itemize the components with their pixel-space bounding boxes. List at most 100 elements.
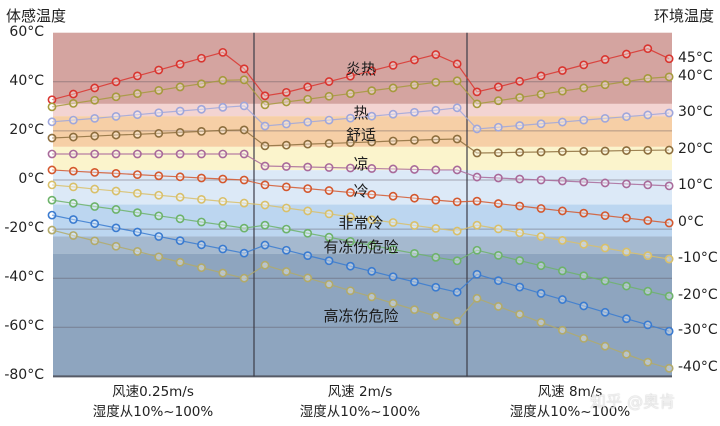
data-point (536, 119, 546, 129)
data-point (111, 112, 121, 121)
data-point (239, 125, 249, 135)
data-point (281, 119, 291, 129)
data-point (367, 164, 377, 173)
data-point (472, 293, 482, 303)
data-point (664, 145, 674, 155)
data-point (281, 182, 291, 192)
data-point (410, 305, 419, 315)
data-point (175, 82, 185, 92)
data-point (452, 134, 462, 144)
data-point (68, 198, 78, 208)
data-point (345, 89, 355, 98)
data-point (111, 92, 121, 102)
data-point (472, 220, 482, 230)
data-point (579, 301, 589, 311)
data-point (643, 110, 653, 120)
data-point (536, 204, 546, 213)
left-tick-label: -80°C (4, 367, 44, 384)
left-tick-label: -40°C (4, 269, 44, 286)
data-point (154, 190, 164, 200)
right-tick-label: 10°C (678, 176, 713, 193)
data-point (515, 147, 525, 157)
data-point (410, 277, 419, 287)
category-label: 风速0.25m/s 湿度从10%~100% (92, 384, 214, 420)
data-point (664, 108, 674, 118)
data-point (111, 168, 121, 178)
data-point (622, 247, 631, 257)
data-point (303, 94, 313, 104)
data-point (600, 80, 610, 90)
data-point (239, 75, 249, 85)
right-tick-label: -20°C (678, 287, 718, 304)
data-point (239, 64, 249, 74)
data-point (324, 232, 334, 242)
data-point (536, 147, 546, 157)
data-point (260, 260, 270, 270)
data-point (600, 178, 610, 188)
data-point (68, 115, 78, 125)
right-axis-title: 环境温度 (653, 7, 714, 25)
left-tick-label: 0°C (18, 171, 44, 187)
data-point (431, 195, 441, 205)
data-point (90, 167, 100, 177)
data-point (452, 256, 462, 266)
left-tick-label: 60°C (9, 23, 44, 40)
data-point (622, 49, 631, 59)
data-point (472, 87, 482, 97)
data-point (218, 220, 228, 230)
data-point (643, 73, 653, 83)
data-point (47, 180, 57, 190)
left-tick-label: -60°C (4, 318, 44, 335)
right-tick-label: 40°C (678, 67, 713, 84)
data-point (345, 163, 355, 173)
data-point (303, 206, 313, 216)
data-point (132, 227, 142, 237)
data-point (431, 282, 441, 292)
data-point (218, 126, 228, 135)
zone-label: 凉 (353, 155, 369, 173)
data-point (345, 261, 355, 271)
data-point (68, 89, 78, 99)
data-point (643, 286, 653, 296)
data-point (47, 195, 57, 205)
data-point (600, 146, 610, 156)
data-point (324, 163, 334, 172)
data-point (410, 135, 419, 145)
data-point (367, 266, 377, 276)
data-point (111, 130, 121, 140)
left-tick-label: -20°C (4, 220, 44, 237)
data-point (579, 146, 589, 156)
data-point (218, 47, 228, 57)
category-label: 风速 2m/s 湿度从10%~100% (299, 384, 421, 420)
data-point (90, 149, 100, 159)
data-point (664, 254, 674, 264)
data-point (197, 149, 206, 159)
data-point (218, 174, 228, 184)
data-point (175, 257, 185, 267)
data-point (90, 219, 100, 229)
category-label: 风速 8m/s 湿度从10%~100% (509, 384, 631, 420)
data-point (68, 132, 78, 142)
data-point (388, 191, 398, 201)
data-point (197, 53, 206, 63)
data-point (260, 141, 270, 151)
data-point (388, 164, 398, 174)
right-tick-label: -40°C (678, 359, 718, 376)
data-point (68, 166, 78, 176)
data-point (431, 165, 441, 175)
data-point (536, 71, 546, 81)
data-point (303, 82, 313, 92)
data-point (218, 268, 228, 278)
data-point (260, 121, 270, 131)
zone-label: 非常冷 (338, 214, 384, 232)
data-point (175, 106, 185, 116)
data-point (303, 251, 313, 261)
data-point (472, 148, 482, 158)
data-point (622, 112, 631, 122)
right-tick-label: 45°C (678, 49, 713, 66)
data-point (664, 72, 674, 82)
data-point (431, 135, 441, 144)
zone-band (53, 253, 672, 377)
data-point (367, 215, 377, 225)
